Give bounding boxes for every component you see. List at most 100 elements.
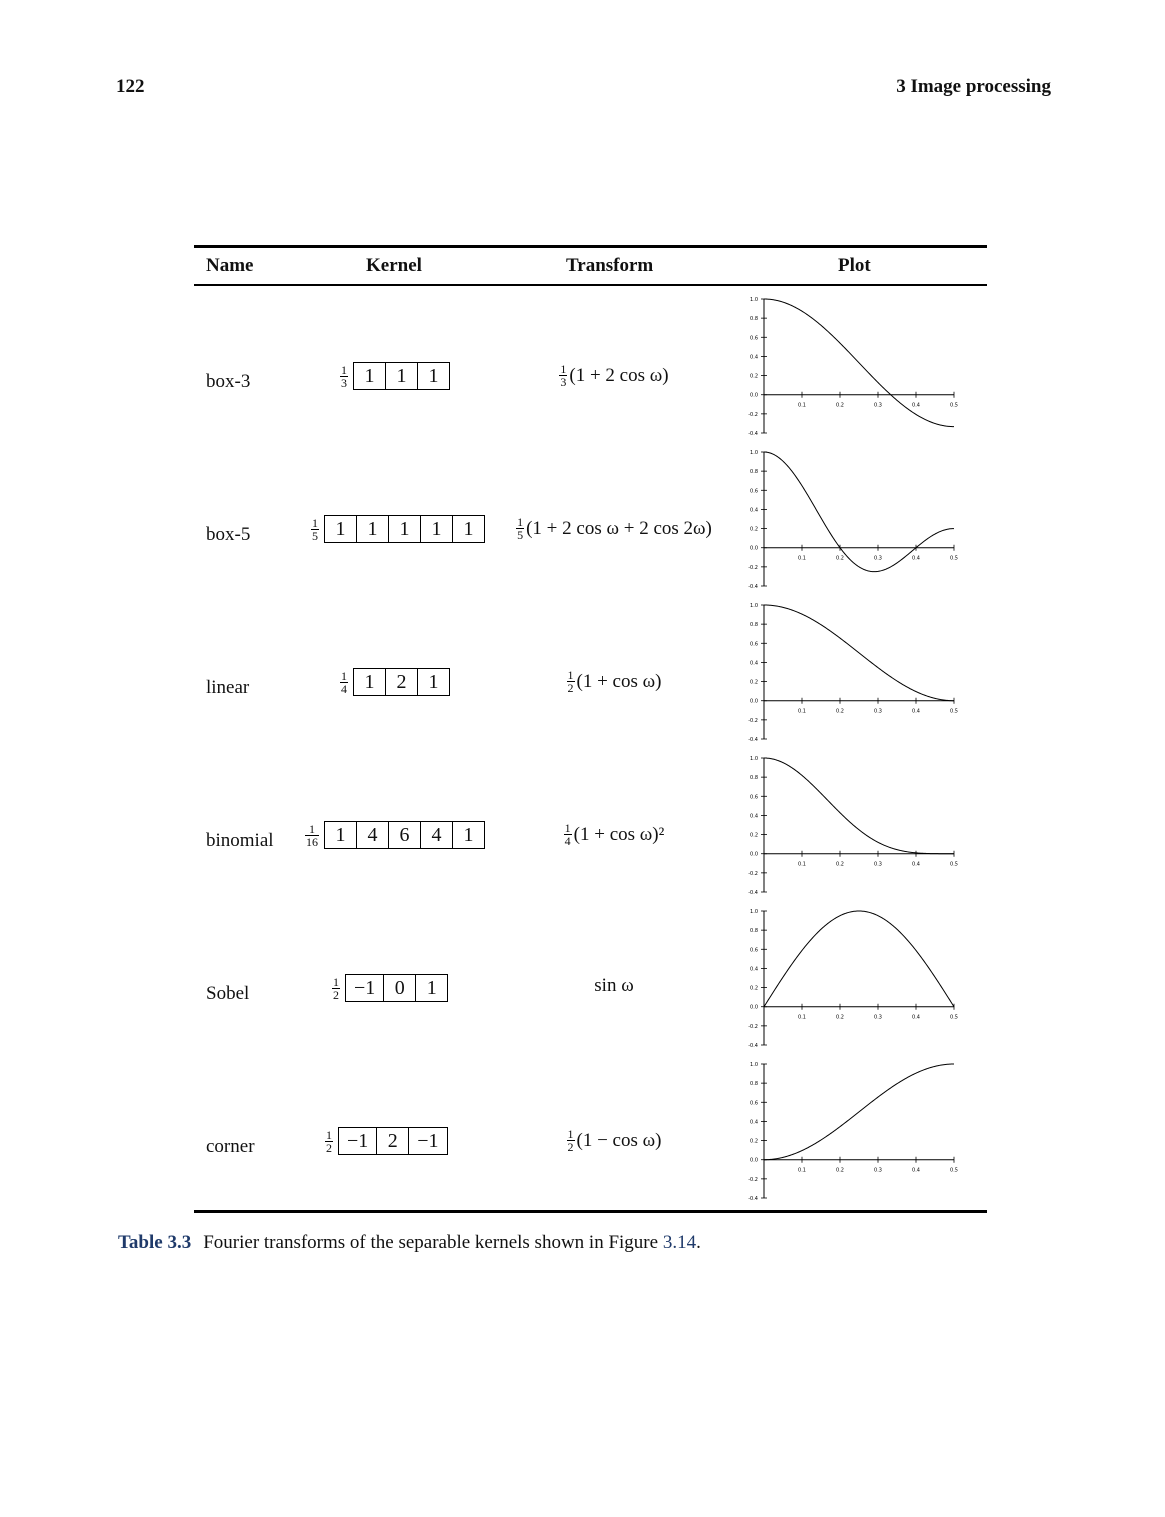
- response-curve: [763, 604, 954, 702]
- transform-cell: sin ω: [494, 975, 734, 997]
- y-tick-label: 0.6: [750, 794, 758, 800]
- x-tick-label: 0.3: [874, 556, 882, 562]
- x-tick-label: 0.3: [874, 862, 882, 868]
- y-tick-label: 0.8: [750, 469, 758, 475]
- table-row: box-3 1 3 1 1 1 1 3 (1 + 2 cos ω) 1.0 0.8 0.6 0.4 0.2…: [194, 291, 987, 444]
- kernel-box: −1 2 −1: [338, 1127, 448, 1155]
- kernel-coefficient: 1: [452, 822, 484, 848]
- transform-scale-denominator: 2: [566, 681, 575, 695]
- y-tick-label: 0.4: [750, 507, 758, 513]
- y-tick-label: 1.0: [750, 756, 758, 762]
- y-tick-label: 0.8: [750, 316, 758, 322]
- response-curve: [763, 298, 955, 428]
- kernel-coefficient: 4: [356, 822, 388, 848]
- plot-cell: 1.0 0.8 0.6 0.4 0.2 0.0 -0.2 -0.4 0.1 0.2 0.3 0.4 0.…: [738, 1056, 978, 1209]
- kernel-coefficient: 1: [356, 516, 388, 542]
- y-tick-label: 1.0: [750, 1062, 758, 1068]
- transform-expression: (1 + cos ω)²: [573, 823, 665, 845]
- kernel-coefficient: 0: [383, 975, 415, 1001]
- kernel-scale-numerator: 1: [326, 1127, 332, 1142]
- y-tick-label: 0.2: [750, 986, 758, 992]
- response-curve: [763, 451, 955, 573]
- y-tick-label: 0.2: [750, 374, 758, 380]
- kernel-cell: 1 2 −1 2 −1: [325, 1126, 448, 1156]
- table-row: corner 1 2 −1 2 −1 1 2 (1 − cos ω) 1.0 0.8 0.6 0.4 0.…: [194, 1056, 987, 1209]
- y-tick-label: -0.2: [748, 1177, 758, 1183]
- y-tick-label: 0.0: [750, 852, 758, 858]
- transform-cell: 1 2 (1 + cos ω): [494, 669, 734, 694]
- kernel-cell: 1 16 1 4 6 4 1: [305, 820, 485, 850]
- x-tick-label: 0.2: [836, 862, 844, 868]
- x-tick-label: 0.2: [836, 709, 844, 715]
- table-row: box-5 1 5 1 1 1 1 1 1 5 (1 + 2 cos ω + 2 cos 2ω) 1.…: [194, 444, 987, 597]
- x-tick-label: 0.1: [798, 862, 806, 868]
- col-header-kernel: Kernel: [366, 255, 422, 276]
- y-tick-label: 1.0: [750, 909, 758, 915]
- frequency-response-plot: 1.0 0.8 0.6 0.4 0.2 0.0 -0.2 -0.4 0.1 0.2 0.3 0.4 0.…: [748, 1062, 958, 1202]
- response-curve: [763, 757, 954, 855]
- transform-cell: 1 5 (1 + 2 cos ω + 2 cos 2ω): [494, 516, 734, 541]
- y-tick-label: 0.2: [750, 833, 758, 839]
- caption-text: Fourier transforms of the separable kern…: [203, 1232, 663, 1253]
- x-tick-label: 0.1: [798, 403, 806, 409]
- transform-scale-numerator: 1: [564, 821, 571, 835]
- x-tick-label: 0.4: [912, 862, 920, 868]
- kernel-scale-numerator: 1: [333, 974, 339, 989]
- x-tick-label: 0.5: [950, 1168, 958, 1174]
- col-header-transform: Transform: [566, 255, 654, 276]
- filter-name: box-5: [206, 524, 251, 545]
- x-tick-label: 0.1: [798, 1015, 806, 1021]
- frequency-response-plot: 1.0 0.8 0.6 0.4 0.2 0.0 -0.2 -0.4 0.1 0.2 0.3 0.4 0.…: [748, 297, 958, 437]
- transform-scale-denominator: 2: [566, 1140, 575, 1154]
- caption-figure-link[interactable]: 3.14: [662, 1232, 697, 1253]
- x-tick-label: 0.3: [874, 1168, 882, 1174]
- frequency-response-plot: 1.0 0.8 0.6 0.4 0.2 0.0 -0.2 -0.4 0.1 0.2 0.3 0.4 0.…: [748, 603, 958, 743]
- y-tick-label: 0.0: [750, 546, 758, 552]
- kernel-scale-denominator: 16: [305, 834, 319, 849]
- y-tick-label: -0.4: [748, 737, 758, 743]
- table-row: Sobel 1 2 −1 0 1 sin ω 1.0 0.8 0.6 0.4 0.2 0.0 -0.2 -0…: [194, 903, 987, 1056]
- kernel-coefficient: 6: [388, 822, 420, 848]
- plot-cell: 1.0 0.8 0.6 0.4 0.2 0.0 -0.2 -0.4 0.1 0.2 0.3 0.4 0.…: [738, 750, 978, 903]
- y-tick-label: 0.4: [750, 1119, 758, 1125]
- x-tick-label: 0.4: [912, 1015, 920, 1021]
- y-tick-label: 0.0: [750, 699, 758, 705]
- kernel-coefficient: −1: [354, 977, 376, 999]
- y-tick-label: 0.6: [750, 335, 758, 341]
- transform-scale-denominator: 5: [516, 528, 525, 542]
- filter-name: corner: [206, 1136, 255, 1157]
- filter-name: Sobel: [206, 983, 250, 1004]
- response-curve: [764, 1063, 955, 1161]
- kernel-coefficient: 1: [364, 671, 375, 693]
- transform-scale-numerator: 1: [567, 668, 574, 682]
- kernel-scale-numerator: 1: [341, 362, 347, 377]
- x-tick-label: 0.3: [874, 403, 882, 409]
- transform-expression: (1 − cos ω): [576, 1129, 662, 1151]
- x-tick-label: 0.2: [836, 403, 844, 409]
- y-tick-label: -0.4: [748, 1196, 758, 1202]
- y-tick-label: 1.0: [750, 603, 758, 609]
- x-tick-label: 0.5: [950, 403, 958, 409]
- kernel-scale: 1 16: [305, 823, 319, 848]
- table-row: linear 1 4 1 2 1 1 2 (1 + cos ω) 1.0 0.8 0.6 0.4 0.2 0…: [194, 597, 987, 750]
- y-tick-label: 1.0: [750, 450, 758, 456]
- kernel-coefficient: 1: [415, 975, 447, 1001]
- running-head: 3 Image processing: [896, 76, 1051, 97]
- kernel-coefficient: −1: [408, 1128, 446, 1154]
- x-tick-label: 0.4: [912, 1168, 920, 1174]
- x-tick-label: 0.4: [912, 709, 920, 715]
- y-tick-label: 0.6: [750, 1100, 758, 1106]
- y-tick-label: -0.4: [748, 1043, 758, 1049]
- kernel-scale-numerator: 1: [309, 821, 315, 836]
- y-tick-label: 0.8: [750, 928, 758, 934]
- caption-label: Table 3.3: [118, 1232, 192, 1253]
- x-tick-label: 0.5: [950, 556, 958, 562]
